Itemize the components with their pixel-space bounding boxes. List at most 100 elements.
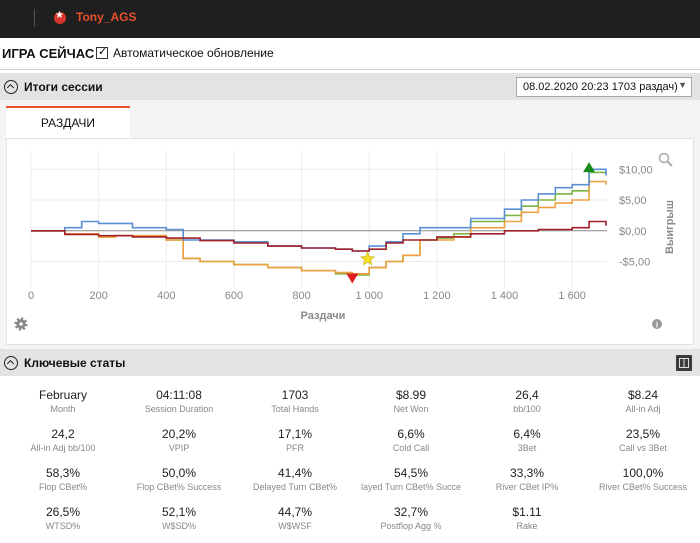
- stat-item: 23,5% Call vs 3Bet: [585, 427, 700, 453]
- stat-item: 24,2 All-in Adj bb/100: [5, 427, 121, 453]
- session-summary-header: Итоги сессии 08.02.2020 20:23 1703 разда…: [0, 73, 700, 101]
- stat-label: Rake: [516, 521, 538, 531]
- collapse-chevron-up-icon[interactable]: [4, 80, 18, 94]
- stat-item: 26,5% WTSD%: [5, 505, 121, 531]
- stat-label: 3Bet: [517, 443, 537, 453]
- stat-value: 32,7%: [393, 505, 429, 519]
- stat-value: 44,7%: [277, 505, 313, 519]
- pokerstars-logo-icon: [54, 10, 66, 24]
- stat-label: All-in Adj: [625, 404, 661, 414]
- stat-value: 58,3%: [45, 466, 81, 480]
- session-select[interactable]: 08.02.2020 20:23 1703 раздач) ▼: [516, 77, 692, 97]
- stat-label: Flop CBet% Success: [136, 482, 222, 492]
- stat-value: 100,0%: [622, 466, 664, 480]
- stat-item: $1.11 Rake: [469, 505, 585, 531]
- stat-value: 23,5%: [625, 427, 661, 441]
- stat-item: 52,1% W$SD%: [121, 505, 237, 531]
- stat-item: 04:11:08 Session Duration: [121, 388, 237, 414]
- zoom-icon[interactable]: [658, 152, 673, 167]
- stat-value: 1703: [281, 388, 309, 402]
- stat-value: 26,5%: [45, 505, 81, 519]
- stat-value: $8.24: [627, 388, 659, 402]
- stat-item: 20,2% VPIP: [121, 427, 237, 453]
- top-bar: Tony_AGS: [0, 0, 700, 38]
- stat-item: $8.99 Net Won: [353, 388, 469, 414]
- x-tick-label: 1 400: [491, 290, 519, 302]
- stat-label: W$WSF: [278, 521, 312, 531]
- stat-label: River CBet IP%: [495, 482, 559, 492]
- stat-value: 54,5%: [393, 466, 429, 480]
- stat-label: Delayed Turn CBet%: [252, 482, 338, 492]
- chevron-down-icon: ▼: [678, 80, 687, 90]
- x-tick-label: 1 200: [423, 290, 451, 302]
- stat-value: 26,4: [515, 388, 539, 402]
- divider: [34, 9, 35, 27]
- collapse-chevron-up-icon[interactable]: [4, 356, 18, 370]
- min-marker-icon: [346, 273, 359, 284]
- key-stats-grid: February Month 04:11:08 Session Duration 170…: [0, 376, 700, 543]
- y-tick-label: -$5,00: [619, 256, 650, 268]
- layout-grid-icon[interactable]: [676, 355, 692, 371]
- stat-item: February Month: [5, 388, 121, 414]
- stat-item: 41,4% Delayed Turn CBet%: [237, 466, 353, 492]
- auto-update-checkbox[interactable]: [96, 45, 108, 59]
- stat-value: 20,2%: [161, 427, 197, 441]
- stat-value: 6,4%: [513, 427, 541, 441]
- x-tick-label: 1 000: [355, 290, 383, 302]
- username[interactable]: Tony_AGS: [76, 10, 137, 24]
- star-marker-icon: [360, 251, 375, 266]
- info-icon[interactable]: i: [652, 319, 662, 330]
- stat-label: PFR: [286, 443, 304, 453]
- now-playing-title: ИГРА СЕЙЧАС: [2, 46, 95, 61]
- stat-value: 50,0%: [161, 466, 197, 480]
- x-tick-label: 0: [28, 290, 34, 302]
- session-select-value: 08.02.2020 20:23 1703 раздач): [523, 81, 678, 93]
- stat-item: 50,0% Flop CBet% Success: [121, 466, 237, 492]
- stat-label: Flop CBet%: [38, 482, 88, 492]
- series-line-blue: [31, 168, 607, 252]
- stat-label: layed Turn CBet% Succe: [360, 482, 462, 492]
- stat-value: $1.11: [512, 505, 542, 519]
- stat-value: 52,1%: [161, 505, 197, 519]
- y-tick-label: $10,00: [619, 164, 653, 176]
- key-stats-title: Ключевые статы: [24, 356, 126, 370]
- stat-label: W$SD%: [161, 521, 196, 531]
- stat-value: $8.99: [395, 388, 427, 402]
- stat-item: 17,1% PFR: [237, 427, 353, 453]
- stat-value: 6,6%: [397, 427, 425, 441]
- stat-value: 33,3%: [509, 466, 545, 480]
- stat-item: $8.24 All-in Adj: [585, 388, 700, 414]
- stat-item: 32,7% Postflop Agg %: [353, 505, 469, 531]
- stat-label: Cold Call: [392, 443, 430, 453]
- stat-value: 17,1%: [277, 427, 313, 441]
- stat-label: Call vs 3Bet: [618, 443, 668, 453]
- y-tick-label: $5,00: [619, 195, 647, 207]
- stat-item: 100,0% River CBet% Success: [585, 466, 700, 492]
- x-tick-label: 800: [292, 290, 310, 302]
- series-line-red: [31, 220, 607, 252]
- stat-label: Total Hands: [271, 404, 319, 414]
- stat-label: VPIP: [168, 443, 190, 453]
- stat-label: Month: [50, 404, 76, 414]
- now-playing-bar: ИГРА СЕЙЧАС Автоматическое обновление: [0, 38, 700, 70]
- stat-item: 6,6% Cold Call: [353, 427, 469, 453]
- session-panel: РАЗДАЧИ 0 200 400 600 800 1 000 1 200 1 400 1 60…: [0, 100, 700, 350]
- series-line-orange: [31, 180, 607, 275]
- stat-item: 58,3% Flop CBet%: [5, 466, 121, 492]
- stat-label: All-in Adj bb/100: [30, 443, 96, 453]
- chart-container: 0 200 400 600 800 1 000 1 200 1 400 1 600 $10,00 $…: [6, 138, 694, 345]
- stat-label: River CBet% Success: [598, 482, 688, 492]
- stat-label: WTSD%: [45, 521, 81, 531]
- stat-value: 24,2: [51, 427, 75, 441]
- max-marker-icon: [583, 162, 596, 173]
- y-axis-label: Выигрыш: [664, 200, 676, 254]
- stat-value: 41,4%: [277, 466, 313, 480]
- stat-label: Postflop Agg %: [380, 521, 442, 531]
- tab-hands[interactable]: РАЗДАЧИ: [6, 106, 130, 138]
- settings-gear-icon[interactable]: [14, 317, 28, 331]
- stat-item: 6,4% 3Bet: [469, 427, 585, 453]
- stat-item: 33,3% River CBet IP%: [469, 466, 585, 492]
- x-axis-label: Раздачи: [301, 310, 346, 322]
- auto-update-label[interactable]: Автоматическое обновление: [113, 46, 274, 60]
- x-tick-label: 1 600: [558, 290, 586, 302]
